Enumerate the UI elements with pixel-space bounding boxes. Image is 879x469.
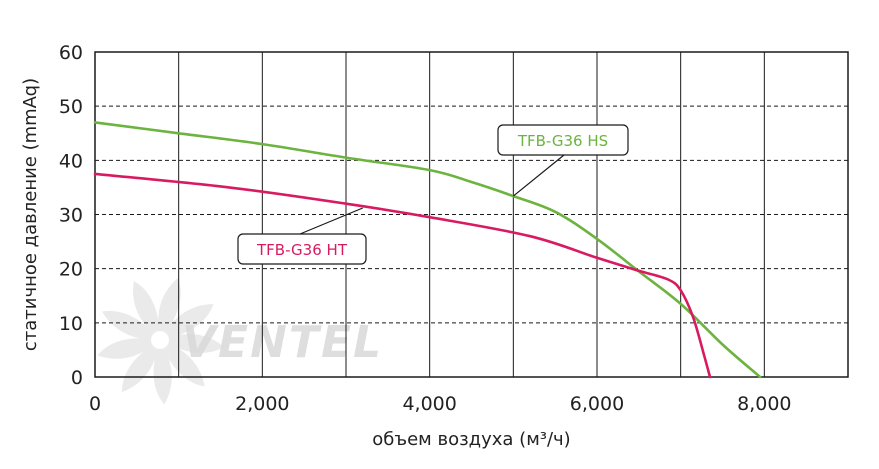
y-tick-label: 0	[71, 367, 83, 389]
watermark-text: VENTEL	[182, 317, 383, 368]
fan-blade	[133, 280, 160, 340]
y-tick-label: 30	[59, 205, 83, 227]
fan-blade	[160, 334, 225, 353]
watermark-fan-icon	[97, 278, 225, 405]
y-tick-label: 40	[59, 150, 83, 172]
x-tick-label: 4,000	[402, 393, 456, 415]
series-layer	[93, 121, 762, 379]
y-tick-label: 60	[59, 42, 83, 64]
y-axis-tick-labels: 0 10 20 30 40 50 60	[59, 42, 83, 389]
x-tick-label: 6,000	[570, 393, 624, 415]
callout-label: TFB-G36 HT	[256, 241, 348, 259]
callout-leader	[299, 207, 363, 235]
callout-leader	[512, 154, 565, 197]
watermark-logo: VENTEL	[97, 278, 383, 405]
callout-label: TFB-G36 HS	[517, 132, 608, 150]
fan-blade	[160, 340, 205, 387]
callout-box	[237, 233, 367, 265]
fan-blade	[102, 310, 160, 341]
fan-blade	[153, 340, 172, 405]
callout-hs: TFB-G36 HS	[497, 124, 629, 197]
callout-ht: TFB-G36 HT	[237, 207, 367, 265]
y-tick-label: 20	[59, 259, 83, 281]
y-tick-label: 10	[59, 313, 83, 335]
series-line-hs	[93, 121, 762, 379]
x-gridlines	[178, 52, 765, 377]
callout-box	[497, 124, 629, 156]
x-tick-label: 2,000	[235, 393, 289, 415]
x-axis-tick-labels: 0 2,000 4,000 6,000 8,000	[89, 393, 792, 415]
fan-blade	[121, 340, 160, 393]
x-tick-label: 8,000	[737, 393, 791, 415]
series-line-ht	[93, 172, 712, 379]
annotations-layer: TFB-G36 HS TFB-G36 HT	[237, 124, 629, 265]
x-tick-label: 0	[89, 393, 101, 415]
fan-blade	[158, 278, 181, 340]
x-axis-title: объем воздуха (м³/ч)	[372, 429, 570, 450]
fan-blade	[97, 338, 160, 359]
y-tick-label: 50	[59, 96, 83, 118]
y-axis-title: статичное давление (mmAq)	[20, 78, 41, 351]
y-gridlines	[95, 105, 848, 324]
fan-blade	[160, 304, 214, 340]
fan-hub	[151, 331, 169, 349]
